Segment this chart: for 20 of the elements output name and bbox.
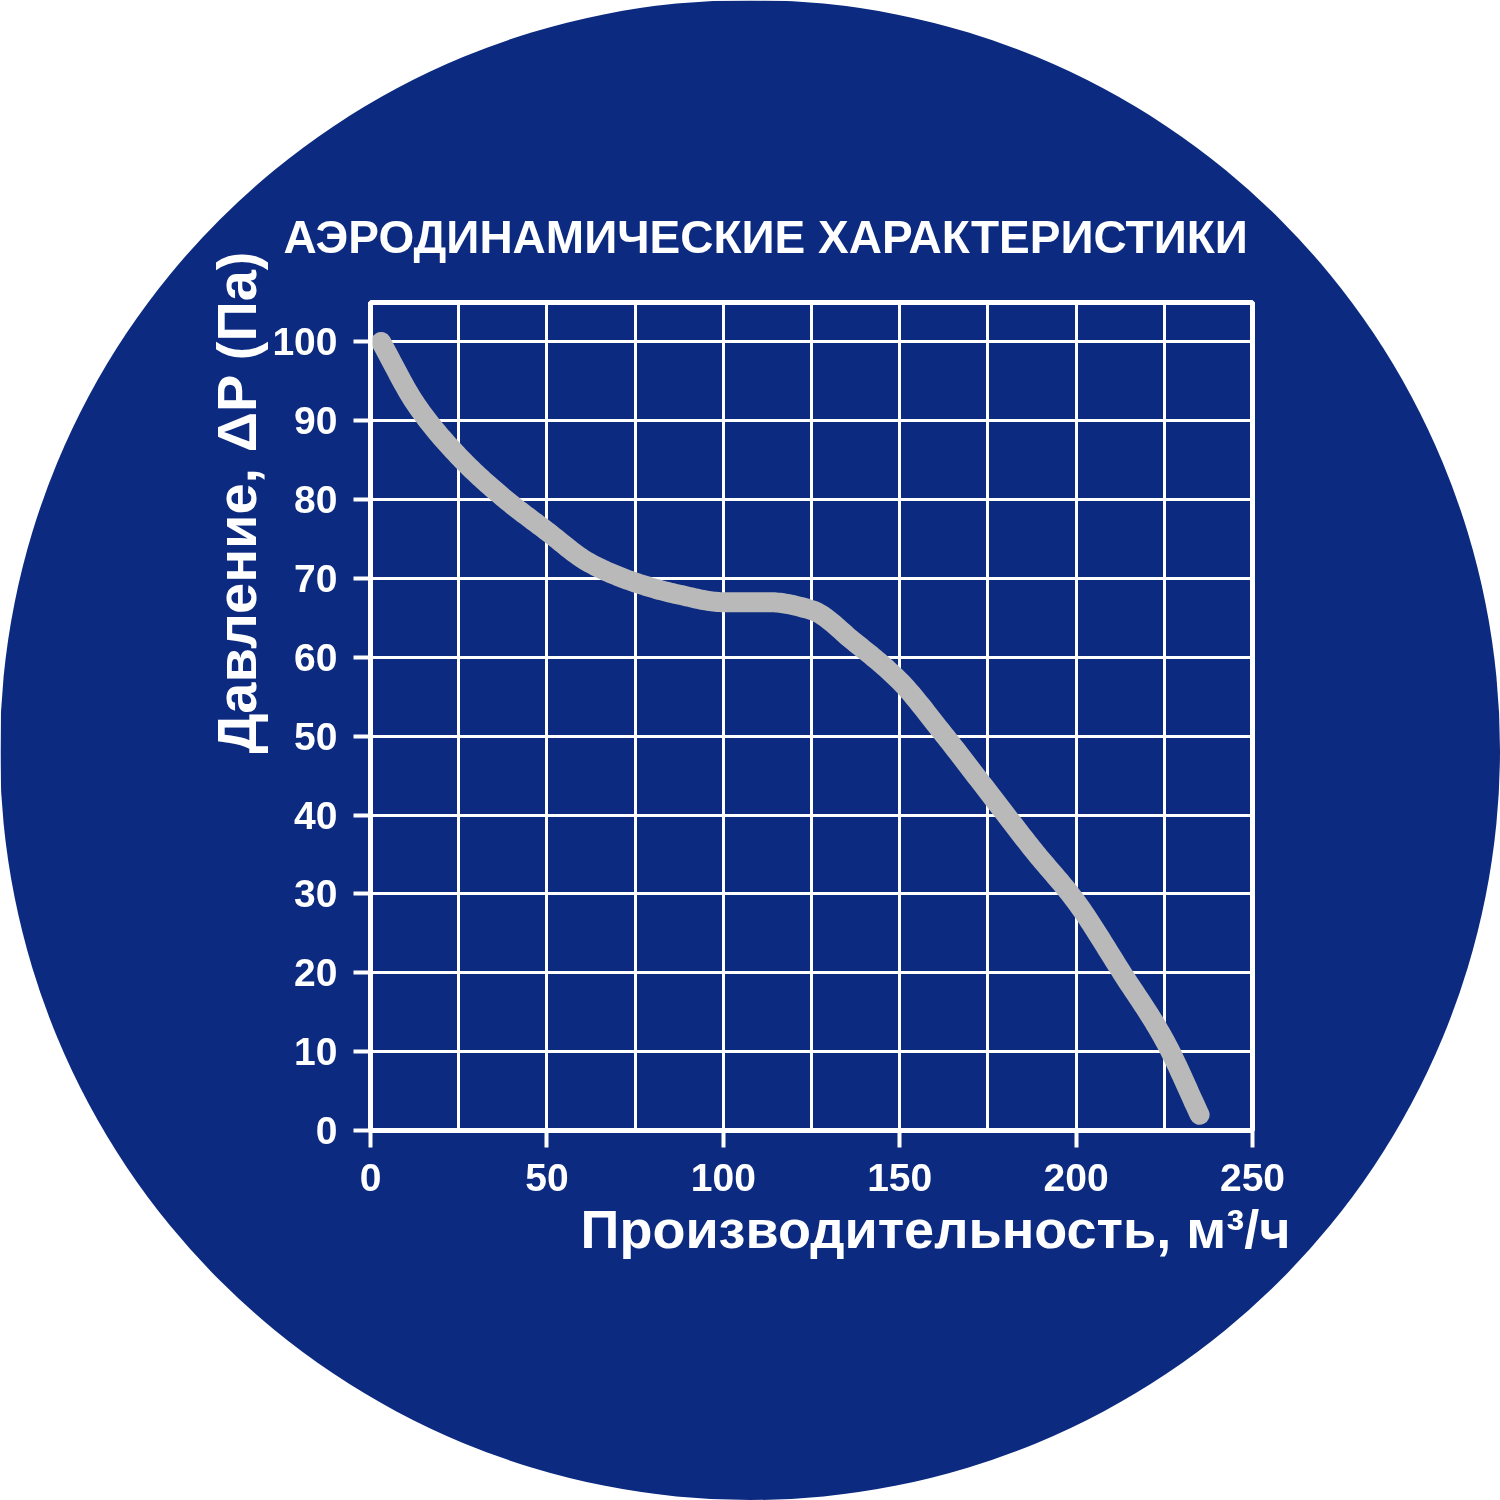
x-tick-label: 200	[1043, 1155, 1109, 1199]
y-tick-label: 20	[294, 951, 338, 995]
chart-title: АЭРОДИНАМИЧЕСКИЕ ХАРАКТЕРИСТИКИ	[283, 210, 1248, 263]
x-tick-label: 0	[359, 1155, 382, 1199]
y-tick-label: 90	[294, 399, 338, 443]
x-tick-label: 150	[867, 1155, 933, 1199]
y-tick-label: 80	[294, 478, 338, 522]
x-tick-label: 100	[690, 1155, 756, 1199]
x-tick-label: 50	[525, 1155, 569, 1199]
y-tick-label: 60	[294, 635, 338, 679]
x-axis-title: Производительность, м³/ч	[580, 1198, 1291, 1259]
y-tick-label: 50	[294, 714, 338, 758]
y-tick-label: 70	[294, 557, 338, 600]
y-axis-title: Давление, ΔP (Па)	[204, 251, 268, 754]
y-tick-label: 30	[294, 872, 338, 916]
y-tick-label: 100	[272, 320, 338, 364]
y-tick-label: 0	[315, 1109, 338, 1152]
y-tick-label: 40	[294, 793, 338, 837]
x-tick-label: 250	[1219, 1155, 1286, 1199]
y-tick-label: 10	[294, 1030, 338, 1074]
